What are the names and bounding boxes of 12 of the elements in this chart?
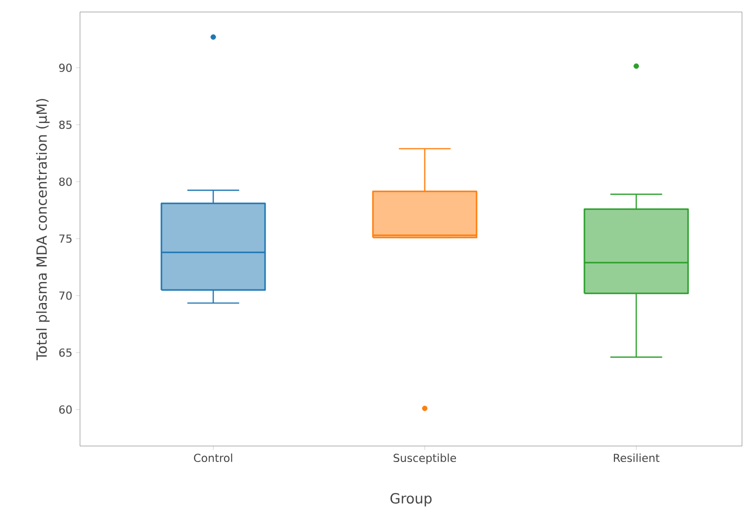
y-tick-label: 60 [59, 405, 72, 414]
x-tick-label: Resilient [614, 454, 660, 462]
x-axis-title: Group [390, 493, 432, 506]
x-tick-label: Susceptible [394, 454, 456, 464]
y-tick-label: 85 [59, 120, 72, 129]
y-tick-label: 90 [59, 64, 72, 72]
y-tick-label: 70 [59, 291, 72, 300]
y-tick-label: 65 [59, 348, 72, 357]
y-tick-label: 75 [59, 234, 72, 243]
x-tick-label: Control [194, 454, 232, 462]
y-tick-label: 80 [59, 178, 72, 186]
y-axis-title: Total plasma MDA concentration (μM) [36, 98, 50, 360]
